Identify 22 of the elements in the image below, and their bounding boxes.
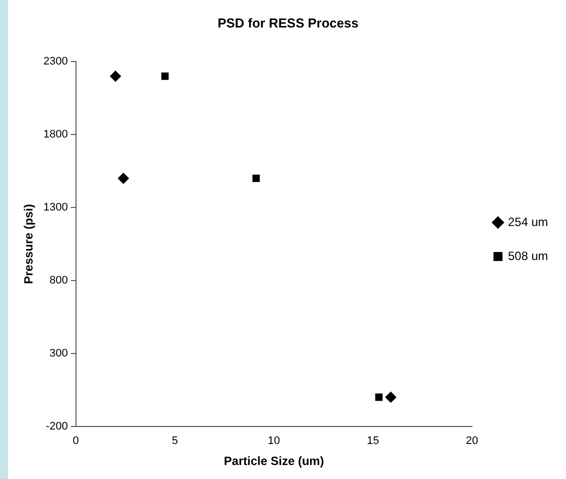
y-tick-label: -200	[46, 420, 68, 432]
y-tick-label: 2300	[43, 56, 68, 68]
chart-title: PSD for RESS Process	[218, 15, 358, 30]
y-tick-label: 1300	[43, 202, 68, 214]
point	[252, 174, 260, 182]
y-tick-label: 300	[50, 347, 68, 360]
x-tick-label: 0	[72, 435, 79, 448]
y-tick-label: 1800	[43, 128, 68, 141]
y-axis-title: Pressure (psi)	[22, 204, 36, 284]
x-tick-label: 10	[268, 435, 280, 448]
point	[161, 72, 169, 80]
x-tick-label: 20	[466, 435, 478, 448]
point	[110, 70, 121, 82]
x-axis-title: Particle Size (um)	[224, 454, 324, 468]
point	[385, 392, 396, 403]
point	[118, 172, 129, 184]
legend-label: 254 um	[508, 214, 548, 229]
y-tick-label: 800	[50, 274, 68, 287]
x-tick-label: 15	[366, 435, 380, 448]
x-tick-label: 5	[172, 435, 178, 448]
point	[375, 394, 383, 401]
legend-label: 508 um	[508, 248, 548, 263]
